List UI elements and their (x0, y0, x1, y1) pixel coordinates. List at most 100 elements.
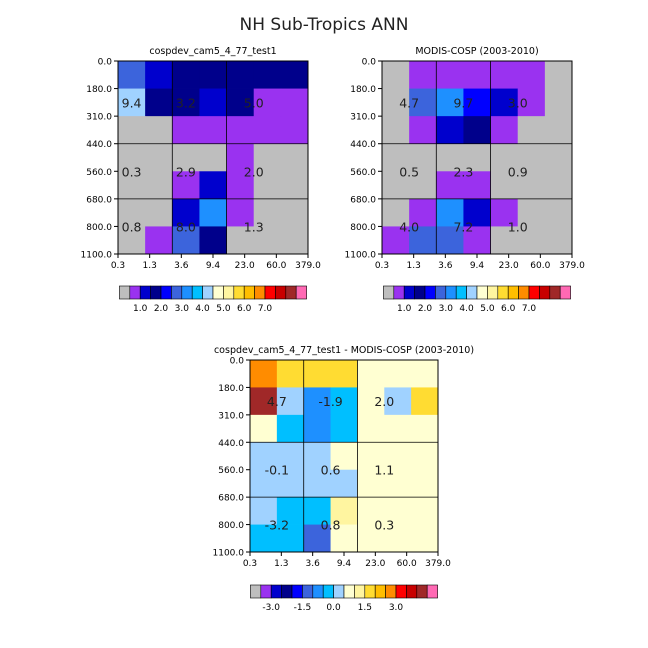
colorbar-box (424, 285, 436, 300)
colorbar-label: 2.0 (418, 304, 433, 314)
colorbar-label: 3.0 (175, 304, 190, 314)
colorbar-box (275, 285, 287, 300)
x-tick-label: 9.4 (206, 261, 221, 271)
data-label: 0.9 (508, 164, 528, 179)
heatmap-cell (280, 198, 309, 227)
y-tick-label: 0.0 (98, 58, 113, 68)
heatmap-cell (411, 387, 439, 416)
heatmap-cell (253, 88, 282, 117)
colorbar-legend: 1.0 2.0 3.0 4.0 5.0 6.0 7.0 (119, 285, 307, 314)
y-tick-label: 1100.0 (345, 251, 377, 261)
y-tick-label: 800.0 (218, 521, 244, 531)
heatmap-cell (226, 61, 255, 89)
heatmap-cell (250, 442, 278, 471)
heatmap-cell (411, 442, 439, 471)
heatmap-cell (199, 88, 227, 117)
heatmap-cell (145, 88, 173, 117)
heatmap-cell (253, 171, 282, 200)
panel-diff: cospdev_cam5_4_77_test1 - MODIS-COSP (20… (213, 345, 475, 613)
heatmap-cell (382, 143, 410, 172)
data-label: 1.3 (244, 219, 264, 234)
colorbar-box (233, 285, 245, 300)
heatmap-cell (253, 143, 282, 172)
heatmap-cell (411, 469, 439, 498)
heatmap-cell (253, 116, 282, 145)
heatmap-cell (490, 61, 519, 89)
data-label: 1.1 (374, 463, 394, 478)
y-tick-label: 440.0 (86, 140, 112, 150)
heatmap-cell (118, 143, 146, 172)
heatmap-cell (276, 387, 305, 416)
colorbar-box (212, 285, 224, 300)
heatmap-cell (411, 414, 439, 443)
heatmap-cell (250, 360, 278, 388)
panel-title: cospdev_cam5_4_77_test1 - MODIS-COSP (20… (214, 345, 474, 356)
data-label: 0.6 (321, 463, 341, 478)
colorbar-box (549, 285, 561, 300)
heatmap-cell (411, 497, 439, 525)
colorbar-box (291, 584, 303, 599)
data-label: -1.9 (318, 394, 342, 409)
colorbar-label: 3.0 (389, 603, 404, 613)
heatmap-cell (517, 198, 546, 227)
x-tick-label: 3.6 (306, 559, 321, 569)
heatmap-cell (330, 442, 358, 471)
x-tick-label: 60.0 (397, 559, 417, 569)
colorbar-legend: -3.0 -1.5 0.0 1.5 3.0 (250, 584, 438, 613)
x-tick-label: 0.3 (375, 261, 389, 271)
heatmap-cell (357, 360, 385, 388)
y-tick-label: 180.0 (350, 85, 376, 95)
colorbar-box (312, 584, 324, 599)
colorbar-box (416, 584, 428, 599)
x-tick-label: 60.0 (530, 261, 550, 271)
data-label: 9.7 (453, 95, 473, 110)
colorbar-box (181, 285, 193, 300)
colorbar-box (403, 285, 415, 300)
heatmap-cell (517, 171, 546, 200)
y-tick-label: 680.0 (86, 195, 112, 205)
heatmap-cell (463, 61, 491, 89)
heatmap-cell (357, 524, 385, 553)
heatmap-cell (357, 442, 385, 471)
x-tick-label: 0.3 (111, 261, 125, 271)
colorbar-box (264, 285, 276, 300)
heatmap-cell (226, 171, 255, 200)
heatmap-cell (544, 198, 573, 227)
colorbar-label: 1.5 (358, 603, 372, 613)
heatmap-cell (172, 61, 200, 89)
heatmap-cell (411, 360, 439, 388)
colorbar-box (435, 285, 447, 300)
panel-title: cospdev_cam5_4_77_test1 (149, 46, 276, 57)
x-tick-label: 1.3 (274, 559, 288, 569)
heatmap-cell (409, 61, 437, 89)
heatmap-cell (382, 116, 410, 145)
y-tick-label: 680.0 (218, 494, 244, 504)
heatmap-cell (250, 387, 278, 416)
heatmap-cell (199, 61, 227, 89)
data-label: 0.8 (122, 219, 142, 234)
x-tick-label: 60.0 (266, 261, 286, 271)
heatmap-cell (276, 497, 305, 525)
y-tick-label: 560.0 (350, 168, 376, 178)
heatmap-cell (411, 524, 439, 553)
colorbar-box (171, 285, 183, 300)
heatmap-cell (172, 171, 200, 200)
colorbar-box (281, 584, 293, 599)
colorbar-box (528, 285, 540, 300)
colorbar-box (476, 285, 488, 300)
heatmap-cell (303, 360, 331, 388)
colorbar-box (383, 285, 395, 300)
colorbar-box (254, 285, 266, 300)
colorbar-box (445, 285, 457, 300)
heatmap-cell (303, 469, 331, 498)
heatmap-cell (199, 171, 227, 200)
heatmap-cell (276, 360, 305, 388)
colorbar-box (250, 584, 262, 599)
heatmap-cell (253, 198, 282, 227)
colorbar-box (414, 285, 426, 300)
colorbar-label: 7.0 (522, 304, 537, 314)
heatmap-cell (330, 414, 358, 443)
heatmap-cell (409, 226, 437, 255)
heatmap-cell (382, 226, 410, 255)
